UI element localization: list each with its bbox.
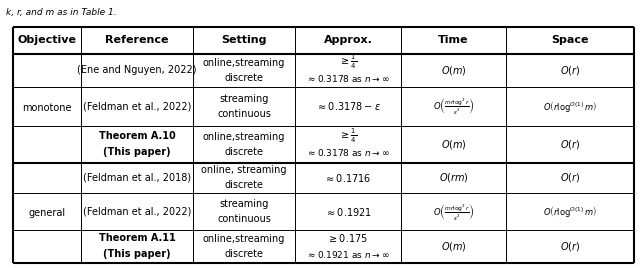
Text: $\approx 0.3178$ as $n \to \infty$: $\approx 0.3178$ as $n \to \infty$ xyxy=(306,147,390,158)
Text: discrete: discrete xyxy=(225,180,264,190)
Text: $O\left(\frac{mr\log^2 r}{\epsilon^2}\right)$: $O\left(\frac{mr\log^2 r}{\epsilon^2}\ri… xyxy=(433,202,474,222)
Text: $O(m)$: $O(m)$ xyxy=(440,64,467,77)
Text: $\approx 0.1921$ as $n \to \infty$: $\approx 0.1921$ as $n \to \infty$ xyxy=(306,249,390,260)
Text: Theorem A.10: Theorem A.10 xyxy=(99,131,175,141)
Text: $O(m)$: $O(m)$ xyxy=(440,138,467,151)
Text: $\approx 0.3178$ as $n \to \infty$: $\approx 0.3178$ as $n \to \infty$ xyxy=(306,73,390,84)
Text: k, r, and m as in Table 1.: k, r, and m as in Table 1. xyxy=(6,8,117,17)
Text: discrete: discrete xyxy=(225,73,264,83)
Text: online,streaming: online,streaming xyxy=(203,234,285,244)
Text: Setting: Setting xyxy=(221,35,267,45)
Text: continuous: continuous xyxy=(217,214,271,224)
Text: $O\left(\frac{mr\log^2 r}{\epsilon^2}\right)$: $O\left(\frac{mr\log^2 r}{\epsilon^2}\ri… xyxy=(433,96,474,116)
Text: continuous: continuous xyxy=(217,109,271,119)
Text: $\geq 0.175$: $\geq 0.175$ xyxy=(328,232,369,244)
Text: (This paper): (This paper) xyxy=(103,250,171,259)
Text: monotone: monotone xyxy=(22,103,72,113)
Text: (This paper): (This paper) xyxy=(103,147,171,157)
Text: general: general xyxy=(28,208,65,218)
Text: $\approx 0.3178 - \epsilon$: $\approx 0.3178 - \epsilon$ xyxy=(316,100,381,112)
Text: Objective: Objective xyxy=(17,35,76,45)
Text: streaming: streaming xyxy=(220,94,269,104)
Text: $\approx 0.1921$: $\approx 0.1921$ xyxy=(324,206,372,218)
Text: (Feldman et al., 2022): (Feldman et al., 2022) xyxy=(83,207,191,217)
Text: Space: Space xyxy=(551,35,589,45)
Text: $O(rm)$: $O(rm)$ xyxy=(438,171,468,184)
Text: online,streaming: online,streaming xyxy=(203,58,285,68)
Text: $O(r)$: $O(r)$ xyxy=(560,64,580,77)
Text: $\geq \frac{1}{4}$: $\geq \frac{1}{4}$ xyxy=(339,53,357,71)
Text: discrete: discrete xyxy=(225,249,264,259)
Text: Theorem A.11: Theorem A.11 xyxy=(99,233,175,243)
Text: $O\left(r\log^{O(1)} m\right)$: $O\left(r\log^{O(1)} m\right)$ xyxy=(543,204,597,219)
Text: (Feldman et al., 2022): (Feldman et al., 2022) xyxy=(83,101,191,111)
Text: (Ene and Nguyen, 2022): (Ene and Nguyen, 2022) xyxy=(77,65,196,75)
Text: $O(m)$: $O(m)$ xyxy=(440,240,467,253)
Text: Reference: Reference xyxy=(105,35,169,45)
Text: $O\left(r\log^{O(1)} m\right)$: $O\left(r\log^{O(1)} m\right)$ xyxy=(543,99,597,114)
Text: $\geq \frac{1}{4}$: $\geq \frac{1}{4}$ xyxy=(339,127,357,145)
Text: $O(r)$: $O(r)$ xyxy=(560,138,580,151)
Text: streaming: streaming xyxy=(220,199,269,209)
Text: $O(r)$: $O(r)$ xyxy=(560,240,580,253)
Text: $\approx 0.1716$: $\approx 0.1716$ xyxy=(324,172,372,184)
Text: $O(r)$: $O(r)$ xyxy=(560,171,580,184)
Text: online,streaming: online,streaming xyxy=(203,132,285,142)
Text: (Feldman et al., 2018): (Feldman et al., 2018) xyxy=(83,173,191,183)
Text: discrete: discrete xyxy=(225,147,264,157)
Text: Time: Time xyxy=(438,35,469,45)
Text: online, streaming: online, streaming xyxy=(202,165,287,175)
Text: Approx.: Approx. xyxy=(324,35,372,45)
